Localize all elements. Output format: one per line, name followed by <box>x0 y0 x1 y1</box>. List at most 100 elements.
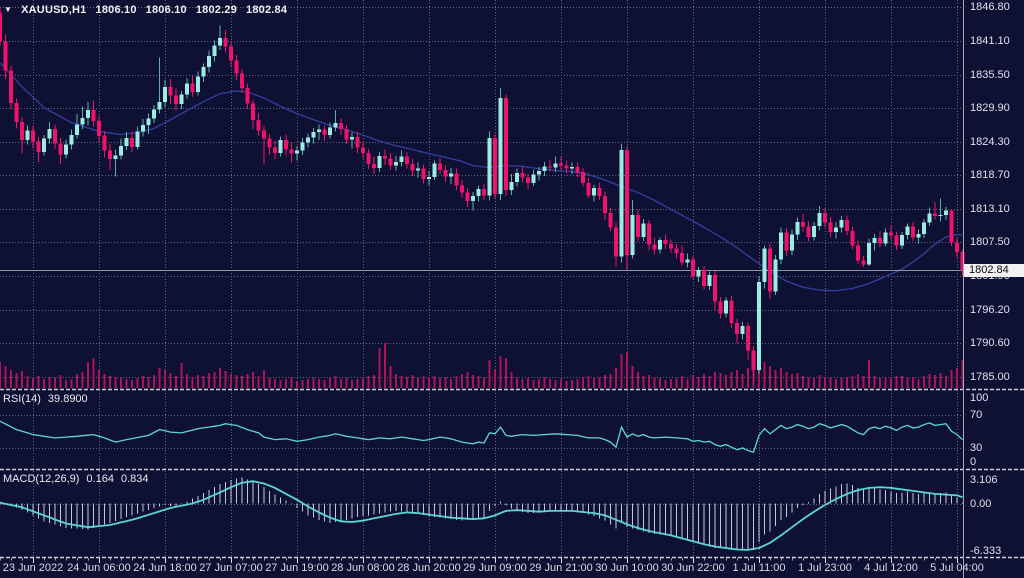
candle-body <box>625 150 629 255</box>
volume-bar <box>829 378 832 388</box>
candle-body <box>306 137 310 143</box>
candle-body <box>691 259 695 277</box>
candle-body <box>845 220 849 231</box>
candle-body <box>108 150 112 160</box>
candle-body <box>509 181 514 191</box>
volume-bar <box>549 379 551 388</box>
candle-body <box>355 136 360 148</box>
volume-bar <box>120 378 122 388</box>
candle-body <box>394 162 398 166</box>
candle-body <box>619 150 624 257</box>
volume-bar <box>54 378 56 388</box>
symbol-dropdown-icon[interactable]: ▼ <box>4 5 13 14</box>
candle-body <box>174 95 178 104</box>
price-axis-label: 1841.10 <box>970 35 1010 47</box>
candle-body <box>933 213 937 216</box>
volume-bar <box>290 377 293 388</box>
volume-bar <box>890 378 892 388</box>
volume-bar <box>928 374 931 388</box>
candle-body <box>47 129 52 139</box>
volume-bar <box>219 368 221 388</box>
candle-body <box>449 173 453 177</box>
rsi-name: RSI(14) <box>3 393 41 405</box>
volume-bar <box>835 379 837 388</box>
candle-body <box>784 232 789 251</box>
volume-bar <box>840 378 843 388</box>
candle-body <box>91 110 96 121</box>
volume-bar <box>945 376 947 388</box>
volume-bar <box>224 371 227 388</box>
macd-signal-line <box>0 480 963 551</box>
volume-bar <box>609 374 612 388</box>
candle-body <box>273 147 277 154</box>
volume-bar <box>70 379 73 388</box>
volume-bar <box>142 376 144 388</box>
candle-body <box>806 226 811 237</box>
volume-bar <box>395 374 397 388</box>
volume-bar <box>318 379 320 388</box>
volume-bar <box>301 380 304 388</box>
candle-body <box>872 238 877 243</box>
volume-bar <box>488 360 491 388</box>
volume-bar <box>252 372 254 388</box>
volume-bar <box>345 378 348 388</box>
time-axis-label: 29 Jun 21:00 <box>529 562 593 574</box>
candle-body <box>724 300 728 314</box>
volume-bar <box>400 376 403 388</box>
candle-body <box>361 147 365 154</box>
price-axis[interactable]: 1846.80 1841.10 1835.50 1829.90 1824.30 1818.… <box>963 0 1024 578</box>
volume-bar <box>510 372 513 388</box>
candle-body <box>284 139 288 150</box>
candle-body <box>751 350 756 370</box>
candle-body <box>740 326 745 334</box>
candle-body <box>493 138 497 194</box>
volume-bar <box>477 376 480 388</box>
price-axis-label: 1824.30 <box>970 136 1010 148</box>
volume-bar <box>571 380 573 388</box>
volume-bar <box>147 377 150 388</box>
volume-bar <box>285 379 287 388</box>
candle-body <box>223 38 228 47</box>
candle-body <box>839 220 844 228</box>
volume-bar <box>334 376 337 388</box>
volume-bar <box>186 374 188 388</box>
candle-body <box>157 102 162 110</box>
volume-bar <box>384 343 386 388</box>
candle-body <box>75 124 79 136</box>
volume-bar <box>807 377 810 388</box>
price-axis-label: 1829.90 <box>970 102 1010 114</box>
candle-body <box>482 189 486 196</box>
volume-bar <box>604 375 606 388</box>
rsi-axis-label: 30 <box>970 442 983 454</box>
candle-body <box>801 221 805 227</box>
candle-body <box>713 275 717 302</box>
candle-body <box>916 233 921 238</box>
candle-body <box>773 259 778 292</box>
volume-bar <box>686 379 689 388</box>
candle-body <box>498 98 503 194</box>
volume-bar <box>263 370 265 388</box>
volume-bar <box>950 370 953 388</box>
volume-bar <box>367 376 370 388</box>
candle-body <box>102 135 107 151</box>
volume-bar <box>631 366 634 388</box>
candle-body <box>575 166 580 173</box>
volume-bar <box>26 376 29 388</box>
volume-bar <box>956 368 958 388</box>
candle-body <box>531 174 536 183</box>
candle-body <box>614 227 618 257</box>
candle-body <box>64 144 68 155</box>
volume-bar <box>851 376 854 388</box>
candle-body <box>718 301 723 314</box>
candle-body <box>636 214 640 237</box>
macd-axis-label: 3.106 <box>970 474 998 486</box>
volume-bar <box>153 375 155 388</box>
candle-body <box>850 230 855 246</box>
volume-bar <box>697 377 700 388</box>
volume-bar <box>136 378 139 388</box>
candle-body <box>339 123 343 130</box>
candle-body <box>245 87 250 104</box>
candle-body <box>300 142 305 151</box>
volume-bar <box>747 368 749 388</box>
